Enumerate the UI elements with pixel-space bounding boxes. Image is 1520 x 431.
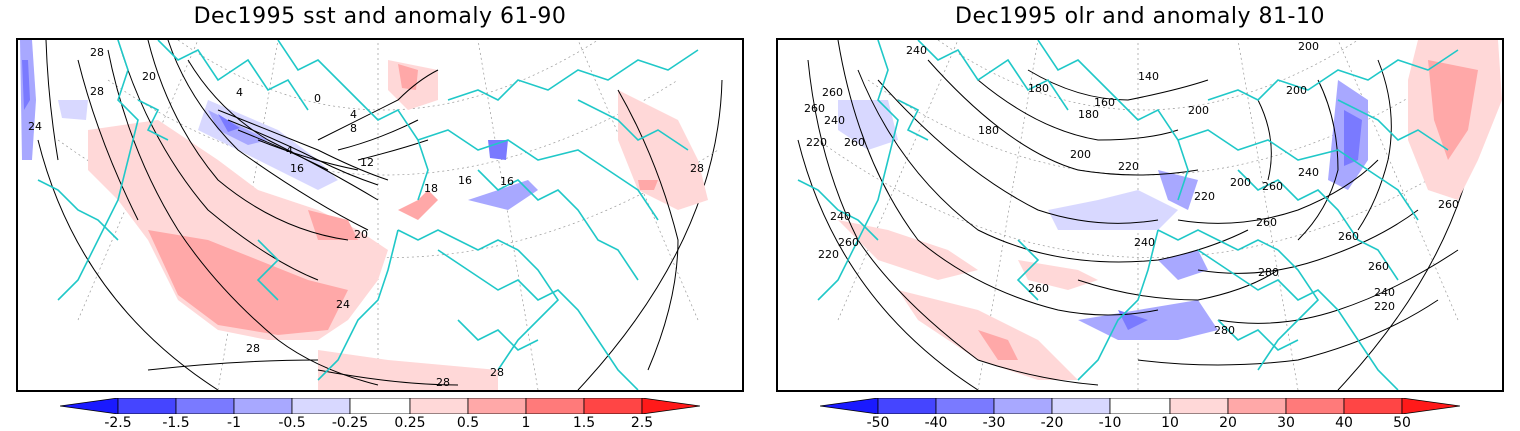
svg-text:200: 200 [1070, 148, 1091, 161]
svg-text:260: 260 [1262, 180, 1283, 193]
svg-text:4: 4 [350, 108, 357, 121]
colorbar-label: -1 [227, 415, 241, 431]
svg-text:220: 220 [1118, 160, 1139, 173]
colorbar-label: 50 [1393, 415, 1411, 431]
sst-contours [45, 40, 679, 386]
map-outline [18, 40, 742, 390]
svg-text:260: 260 [838, 236, 859, 249]
coastlines [37, 40, 699, 390]
colorbar-label: 30 [1277, 415, 1295, 431]
svg-text:20: 20 [142, 70, 156, 83]
svg-text:28: 28 [436, 376, 450, 389]
svg-text:28: 28 [246, 342, 260, 355]
colorbar-label: -2.5 [104, 415, 132, 431]
svg-text:240: 240 [1374, 286, 1395, 299]
svg-text:24: 24 [336, 298, 350, 311]
svg-text:200: 200 [1286, 84, 1307, 97]
colorbar-label: 1.5 [572, 415, 596, 431]
svg-text:280: 280 [1214, 324, 1235, 337]
svg-text:4: 4 [236, 86, 243, 99]
svg-text:16: 16 [458, 174, 472, 187]
svg-text:200: 200 [1230, 176, 1251, 189]
colorbar-label: 0.25 [394, 415, 426, 431]
olr-panel-title: Dec1995 olr and anomaly 81-10 [955, 4, 1325, 29]
svg-text:140: 140 [1138, 70, 1159, 83]
sst-contour-labels: 28 20 24 28 0 4 4 4 8 12 16 16 18 16 20 … [28, 46, 704, 389]
svg-text:240: 240 [1298, 166, 1319, 179]
svg-text:200: 200 [1298, 40, 1319, 53]
svg-text:18: 18 [424, 182, 438, 195]
colorbar-label: -0.25 [331, 415, 369, 431]
svg-text:28: 28 [90, 46, 104, 59]
olr-contour-labels: 240 200 180 140 160 180 200 260 260 240 … [804, 40, 1459, 337]
svg-text:4: 4 [286, 144, 293, 157]
svg-text:180: 180 [1028, 82, 1049, 95]
svg-text:16: 16 [290, 162, 304, 175]
svg-text:220: 220 [818, 248, 839, 261]
coastlines [797, 40, 1459, 390]
colorbar-label: -10 [1098, 415, 1122, 431]
svg-text:180: 180 [1078, 108, 1099, 121]
svg-text:0: 0 [314, 92, 321, 105]
svg-text:28: 28 [90, 85, 104, 98]
colorbar-label: 2.5 [630, 415, 654, 431]
svg-text:20: 20 [354, 228, 368, 241]
svg-text:260: 260 [1438, 198, 1459, 211]
sst-anomaly-shading [20, 40, 708, 390]
svg-text:200: 200 [1188, 104, 1209, 117]
colorbar-label: 20 [1219, 415, 1237, 431]
olr-colorbar: -50 -40 -30 -20 -10 10 20 30 40 50 [820, 398, 1460, 431]
svg-text:260: 260 [1256, 216, 1277, 229]
svg-text:240: 240 [906, 44, 927, 57]
svg-text:16: 16 [500, 175, 514, 188]
svg-text:220: 220 [1194, 190, 1215, 203]
svg-text:28: 28 [690, 162, 704, 175]
svg-text:240: 240 [1134, 236, 1155, 249]
sst-map: 28 20 24 28 0 4 4 4 8 12 16 16 18 16 20 … [16, 38, 744, 392]
svg-text:24: 24 [28, 120, 42, 133]
svg-text:260: 260 [1368, 260, 1389, 273]
olr-contours [807, 40, 1459, 386]
svg-text:12: 12 [360, 156, 374, 169]
svg-text:280: 280 [1258, 266, 1279, 279]
colorbar-label: -50 [866, 415, 890, 431]
colorbar-label: -40 [924, 415, 948, 431]
svg-text:260: 260 [822, 86, 843, 99]
colorbar-label: 10 [1161, 415, 1179, 431]
svg-text:240: 240 [824, 114, 845, 127]
svg-text:260: 260 [1338, 230, 1359, 243]
colorbar-label: -20 [1040, 415, 1064, 431]
svg-text:28: 28 [490, 366, 504, 379]
svg-text:220: 220 [1374, 300, 1395, 313]
svg-text:260: 260 [1028, 282, 1049, 295]
colorbar-label: -30 [982, 415, 1006, 431]
olr-map: 240 200 180 140 160 180 200 260 260 240 … [776, 38, 1504, 392]
colorbar-label: 0.5 [456, 415, 480, 431]
svg-text:8: 8 [350, 122, 357, 135]
colorbar-label: -1.5 [162, 415, 190, 431]
svg-text:260: 260 [844, 136, 865, 149]
svg-text:160: 160 [1094, 96, 1115, 109]
colorbar-label: 1 [521, 415, 531, 431]
svg-text:240: 240 [830, 210, 851, 223]
svg-text:220: 220 [806, 136, 827, 149]
colorbar-label: 40 [1335, 415, 1353, 431]
svg-text:180: 180 [978, 124, 999, 137]
svg-text:260: 260 [804, 102, 825, 115]
colorbar-label: -0.5 [278, 415, 306, 431]
sst-panel-title: Dec1995 sst and anomaly 61-90 [193, 4, 567, 29]
sst-colorbar: -2.5 -1.5 -1 -0.5 -0.25 0.25 0.5 1 1.5 2… [60, 398, 700, 431]
